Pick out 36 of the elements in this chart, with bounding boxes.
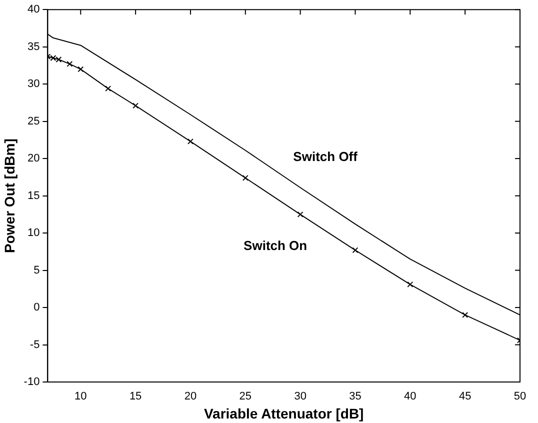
point [242, 174, 248, 181]
point [407, 281, 414, 288]
point [66, 60, 73, 67]
x-tick-label: 40 [404, 390, 416, 403]
y-tick-label: 40 [27, 4, 40, 16]
x-tick-label: 30 [294, 390, 306, 403]
point [78, 66, 84, 72]
y-tick-label: 0 [34, 302, 40, 314]
x-tick-label: 50 [514, 390, 526, 403]
y-tick-label: -5 [30, 338, 40, 351]
point [132, 102, 139, 109]
x-axis-title: Variable Attenuator [dB] [204, 405, 364, 422]
x-tick-label: 45 [458, 390, 472, 403]
point [297, 211, 304, 218]
y-tick-label: 15 [27, 190, 40, 202]
y-axis-title: Power Out [dBm] [1, 138, 18, 253]
point [188, 138, 194, 144]
x-tick-label: 25 [239, 390, 252, 403]
y-tick-label: 25 [27, 115, 40, 128]
point [462, 312, 468, 318]
x-tick-label: 15 [129, 390, 142, 403]
x-tick-label: 35 [349, 390, 362, 403]
x-tick-label: 10 [74, 390, 87, 403]
point [105, 86, 112, 92]
y-tick-label: 35 [27, 40, 40, 53]
point [352, 247, 358, 254]
y-tick-label: 20 [27, 152, 40, 165]
point [50, 55, 56, 61]
series-label: Switch Off [293, 149, 358, 164]
y-tick-label: 5 [34, 264, 40, 276]
y-tick-label: -10 [24, 376, 40, 388]
x-tick-label: 20 [184, 390, 197, 403]
series-label: Switch On [244, 238, 308, 253]
y-tick-label: 10 [27, 227, 40, 240]
y-tick-label: 30 [27, 78, 40, 90]
point [56, 56, 62, 62]
